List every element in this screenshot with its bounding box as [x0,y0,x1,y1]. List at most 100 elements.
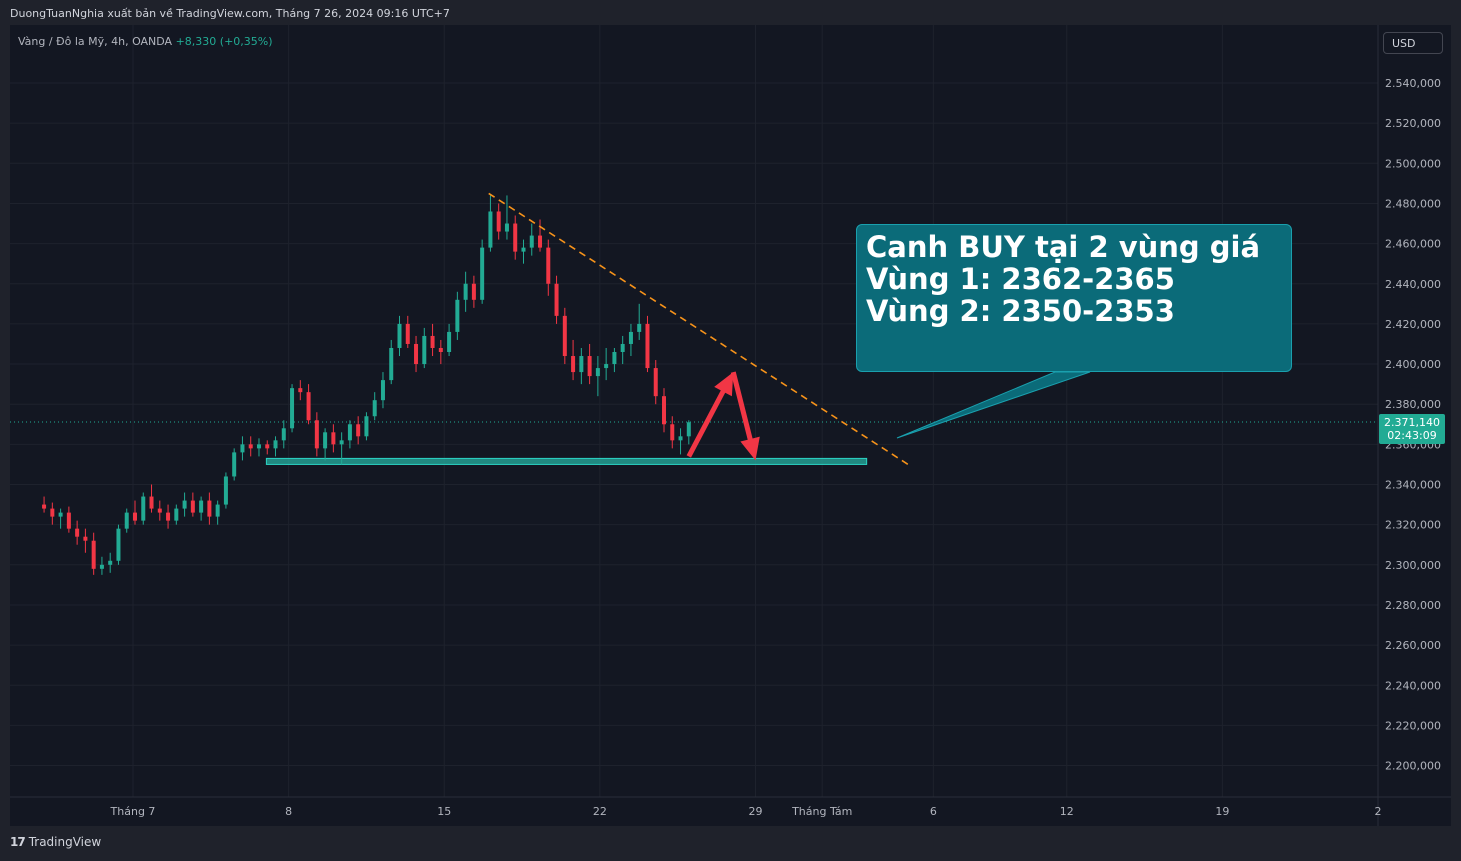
arrows[interactable] [686,371,760,461]
callout-line-2: Vùng 1: 2362-2365 [866,262,1175,296]
candle-body [571,356,576,373]
price-badge-price: 2.371,140 [1384,416,1440,429]
trendline[interactable] [488,192,912,468]
y-tick-label: 2.400,000 [1385,358,1441,371]
y-tick-label: 2.260,000 [1385,639,1441,652]
x-tick-label: 29 [749,805,763,818]
chart-frame[interactable] [10,25,1451,826]
candle-body [256,444,261,449]
candle-body [132,512,137,521]
candle-body [645,323,650,369]
y-tick-label: 2.340,000 [1385,479,1441,492]
resistance-trendline [488,192,912,468]
y-axis: 2.540,000 2.520,000 2.500,000 2.480,000 2.46… [1377,25,1441,826]
candle-body [380,380,385,401]
x-axis: Tháng 7 8 15 22 29 Tháng Tám 6 12 19 2 [10,796,1451,818]
candle-body [587,356,592,377]
candle-body [157,508,162,513]
candle-body [273,440,278,449]
candle-body [364,416,369,437]
grid [10,25,1379,797]
x-tick-label: 2 [1375,805,1382,818]
y-tick-label: 2.280,000 [1385,599,1441,612]
x-tick-label: 6 [930,805,937,818]
price-change: +8,330 (+0,35%) [175,35,273,48]
callout-box[interactable]: Canh BUY tại 2 vùng giá Vùng 1: 2362-236… [856,224,1292,372]
candle-body [686,422,691,437]
candle-body [116,528,121,561]
arrow-down [730,371,760,461]
candle-body [207,500,212,517]
candle-body [75,528,80,537]
candle-body [662,396,667,425]
candle-body [290,388,295,429]
candle-body [215,504,220,517]
callout-pointer [896,371,1091,439]
candle-body [612,352,617,365]
candle-body [455,299,460,332]
candle-body [480,247,485,300]
x-tick-label: 8 [285,805,292,818]
candle-body [174,508,179,521]
candle-body [521,247,526,252]
y-tick-label: 2.320,000 [1385,519,1441,532]
tradingview-logo-icon: 17 [10,835,26,849]
candle-body [678,436,683,441]
candle-body [389,347,394,381]
y-tick-label: 2.380,000 [1385,398,1441,411]
candle-body [620,343,625,353]
x-tick-label: Tháng 7 [110,805,156,818]
callout-pointer-shape [896,371,1091,439]
symbol-info: Vàng / Đô la Mỹ, 4h, OANDA [18,35,173,48]
candle-body [281,428,286,441]
candle-body [538,235,543,248]
y-tick-label: 2.500,000 [1385,157,1441,170]
candle-body [653,368,658,397]
candle-body [447,331,452,353]
candle-body [99,564,104,569]
candle-body [223,476,228,505]
candle-body [438,347,443,353]
candle-body [306,392,311,421]
candle-body [347,424,352,441]
candle-body [414,343,419,365]
candle-body [298,388,303,393]
support-zone[interactable] [265,457,868,465]
candles [42,195,691,575]
candle-body [331,432,336,445]
candle-body [463,283,468,300]
y-tick-label: 2.220,000 [1385,719,1441,732]
candle-body [240,444,245,453]
candle-body [513,223,518,252]
currency-button[interactable]: USD [1383,32,1443,54]
arrow-up [686,372,734,458]
candle-body [471,283,476,300]
candle-body [190,500,195,513]
x-tick-label: 22 [593,805,607,818]
y-tick-label: 2.440,000 [1385,278,1441,291]
candle-body [488,211,493,248]
candle-body [595,368,600,377]
tradingview-brand[interactable]: 17 TradingView [10,835,101,849]
candle-body [637,323,642,332]
price-badge-bg [1379,413,1445,444]
y-tick-label: 2.460,000 [1385,238,1441,251]
y-tick-label: 2.480,000 [1385,197,1441,210]
candle-body [422,335,427,365]
candle-body [50,508,55,517]
brand-name: TradingView [28,835,102,849]
y-tick-label: 2.420,000 [1385,318,1441,331]
callout-line-3: Vùng 2: 2350-2353 [866,294,1175,328]
symbol-legend[interactable]: Vàng / Đô la Mỹ, 4h, OANDA +8,330 (+0,35… [18,35,273,48]
candle-body [83,536,88,541]
candle-body [166,512,171,521]
candle-body [141,496,146,521]
candle-body [108,560,113,565]
candle-body [66,512,71,529]
candle-body [199,500,204,513]
y-tick-label: 2.240,000 [1385,679,1441,692]
y-tick-label: 2.520,000 [1385,117,1441,130]
